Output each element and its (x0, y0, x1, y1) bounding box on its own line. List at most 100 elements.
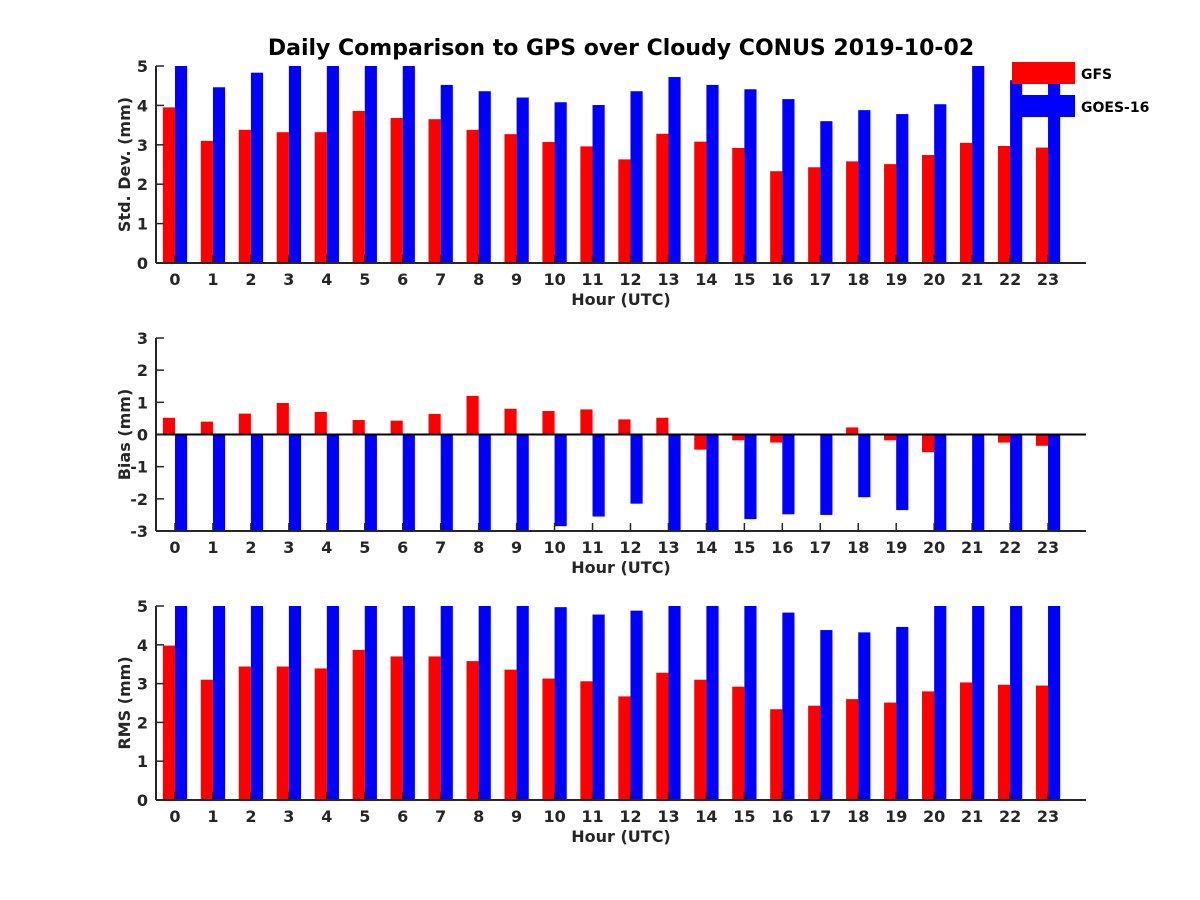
bar-gfs-hour-19 (884, 164, 897, 263)
bar-goes-16-hour-13 (668, 434, 681, 531)
y-tick-label: 1 (137, 393, 148, 412)
x-tick-label: 16 (771, 807, 793, 826)
bar-gfs-hour-18 (846, 699, 859, 800)
x-tick-label: 16 (771, 270, 793, 289)
bar-gfs-hour-20 (922, 155, 935, 263)
bar-goes-16-hour-13 (668, 606, 681, 800)
bar-gfs-hour-11 (580, 681, 593, 800)
bar-gfs-hour-14 (694, 141, 707, 263)
bar-gfs-hour-2 (238, 413, 251, 435)
bar-gfs-hour-6 (390, 656, 403, 800)
bar-gfs-hour-11 (580, 146, 593, 263)
bar-gfs-hour-8 (466, 129, 479, 263)
bar-goes-16-hour-7 (440, 84, 453, 263)
bar-gfs-hour-8 (466, 661, 479, 800)
bar-goes-16-hour-22 (1010, 434, 1023, 531)
bar-goes-16-hour-4 (326, 606, 339, 800)
x-tick-label: 0 (169, 538, 180, 557)
x-tick-label: 9 (511, 538, 522, 557)
x-tick-label: 20 (923, 270, 945, 289)
bar-gfs-hour-9 (504, 134, 517, 263)
bar-goes-16-hour-1 (212, 87, 226, 263)
bar-gfs-hour-22 (997, 434, 1011, 443)
x-tick-label: 1 (207, 538, 218, 557)
x-tick-label: 21 (961, 270, 983, 289)
bar-goes-16-hour-5 (364, 66, 377, 263)
x-tick-label: 11 (581, 538, 603, 557)
bar-goes-16-hour-9 (516, 606, 529, 800)
bar-gfs-hour-12 (618, 159, 631, 263)
x-tick-label: 15 (733, 538, 755, 557)
x-tick-label: 6 (397, 538, 408, 557)
x-tick-label: 15 (733, 807, 755, 826)
bar-goes-16-hour-3 (288, 66, 302, 263)
x-tick-label: 10 (543, 270, 565, 289)
x-tick-label: 1 (207, 807, 218, 826)
bar-goes-16-hour-22 (1010, 80, 1023, 264)
bar-gfs-hour-20 (922, 691, 935, 800)
legend-swatch-goes-16 (1012, 95, 1075, 117)
bar-goes-16-hour-6 (402, 606, 415, 800)
bar-goes-16-hour-20 (934, 606, 947, 800)
legend: GFS GOES-16 (1012, 62, 1149, 117)
bar-goes-16-hour-3 (288, 434, 302, 531)
bar-gfs-hour-4 (314, 132, 327, 263)
x-tick-label: 2 (245, 538, 256, 557)
y-tick-label: -3 (130, 522, 148, 541)
bar-gfs-hour-8 (466, 395, 479, 435)
bar-goes-16-hour-18 (858, 632, 871, 800)
bar-goes-16-hour-21 (972, 434, 985, 531)
x-tick-label: 6 (397, 807, 408, 826)
bar-goes-16-hour-2 (250, 606, 264, 800)
bar-gfs-hour-17 (808, 167, 821, 263)
bar-goes-16-hour-1 (212, 606, 226, 800)
x-tick-label: 14 (695, 807, 717, 826)
x-tick-label: 17 (809, 807, 831, 826)
bar-goes-16-hour-12 (630, 610, 643, 800)
x-tick-label: 3 (283, 538, 294, 557)
bar-gfs-hour-2 (238, 129, 251, 263)
bar-gfs-hour-6 (390, 420, 403, 435)
x-tick-label: 3 (283, 807, 294, 826)
bar-gfs-hour-9 (504, 408, 517, 435)
bar-goes-16-hour-23 (1048, 434, 1061, 531)
x-tick-label: 8 (473, 270, 484, 289)
x-tick-label: 19 (885, 270, 907, 289)
bar-goes-16-hour-14 (706, 606, 719, 800)
bar-gfs-hour-16 (770, 171, 783, 263)
bar-goes-16-hour-3 (288, 606, 302, 800)
bar-gfs-hour-7 (428, 119, 441, 263)
x-tick-label: 7 (435, 270, 446, 289)
bar-goes-16-hour-22 (1010, 606, 1023, 800)
y-axis-label: Std. Dev. (mm) (115, 97, 134, 232)
bar-gfs-hour-7 (428, 656, 441, 800)
bar-gfs-hour-18 (846, 161, 859, 263)
x-tick-label: 21 (961, 807, 983, 826)
x-tick-label: 7 (435, 538, 446, 557)
bar-goes-16-hour-2 (250, 72, 264, 263)
bar-gfs-hour-3 (276, 402, 289, 435)
bar-gfs-hour-0 (162, 107, 175, 264)
bar-goes-16-hour-8 (478, 434, 491, 531)
bar-gfs-hour-9 (504, 669, 517, 800)
bar-gfs-hour-3 (276, 132, 289, 263)
x-tick-label: 11 (581, 807, 603, 826)
x-tick-label: 7 (435, 807, 446, 826)
x-axis-label: Hour (UTC) (571, 827, 671, 846)
bar-gfs-hour-19 (884, 434, 897, 441)
bar-gfs-hour-11 (580, 409, 593, 435)
bar-goes-16-hour-11 (592, 434, 605, 517)
bar-gfs-hour-13 (656, 133, 669, 263)
x-tick-label: 4 (321, 807, 332, 826)
bar-gfs-hour-18 (846, 427, 859, 435)
y-tick-label: 3 (137, 675, 148, 694)
bar-goes-16-hour-18 (858, 110, 871, 263)
legend-label-goes-16: GOES-16 (1081, 100, 1149, 116)
bar-gfs-hour-21 (959, 142, 973, 263)
bar-goes-16-hour-4 (326, 66, 339, 263)
y-tick-label: 0 (137, 254, 148, 273)
x-tick-label: 19 (885, 807, 907, 826)
bar-goes-16-hour-7 (440, 606, 453, 800)
